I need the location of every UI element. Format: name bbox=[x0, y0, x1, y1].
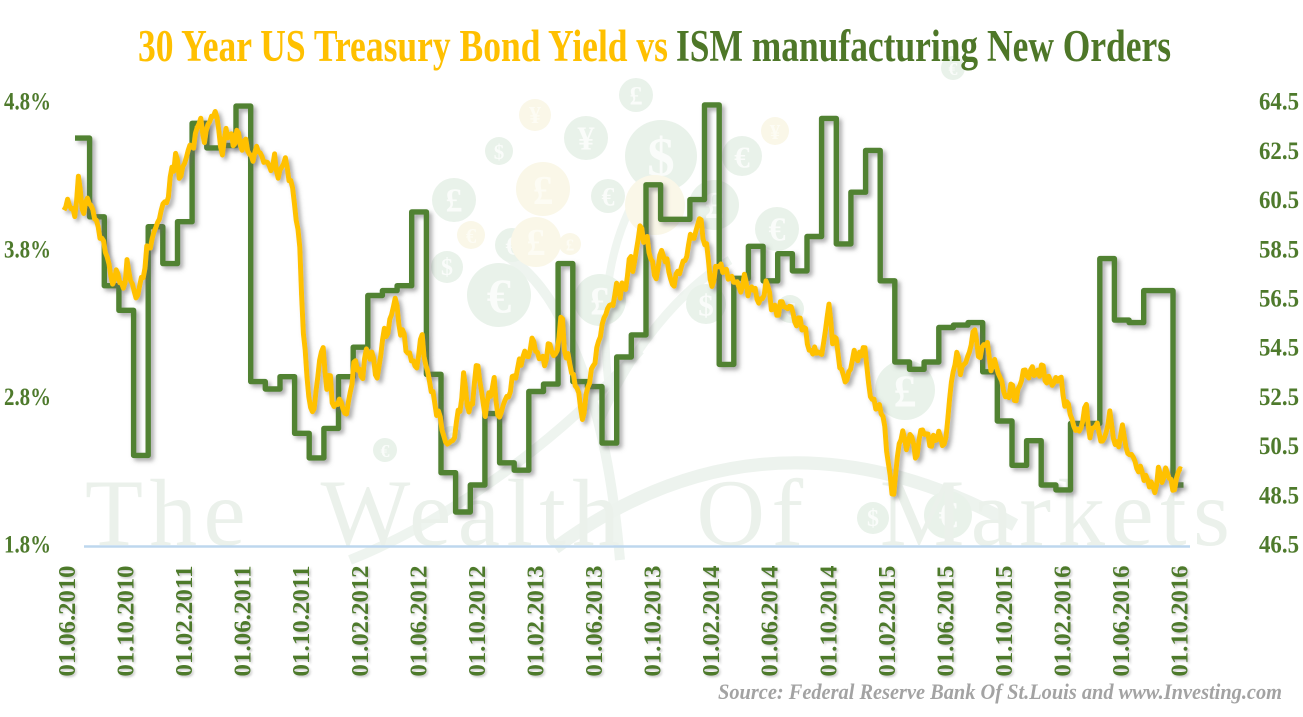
svg-text:€: € bbox=[949, 59, 958, 79]
svg-text:62.5: 62.5 bbox=[1259, 138, 1299, 165]
svg-text:01.10.2016: 01.10.2016 bbox=[1167, 566, 1194, 677]
svg-text:01.06.2011: 01.06.2011 bbox=[230, 566, 257, 677]
svg-text:3.8%: 3.8% bbox=[4, 236, 51, 263]
svg-text:¥: ¥ bbox=[578, 121, 595, 158]
svg-text:01.06.2014: 01.06.2014 bbox=[757, 566, 784, 677]
svg-text:€: € bbox=[487, 269, 512, 324]
svg-text:01.02.2012: 01.02.2012 bbox=[347, 566, 374, 677]
svg-text:01.06.2012: 01.06.2012 bbox=[405, 566, 432, 677]
svg-text:01.10.2015: 01.10.2015 bbox=[991, 566, 1018, 677]
svg-text:01.06.2010: 01.06.2010 bbox=[54, 566, 81, 677]
svg-text:58.5: 58.5 bbox=[1259, 236, 1299, 263]
svg-text:£: £ bbox=[447, 429, 455, 445]
svg-text:£: £ bbox=[527, 222, 546, 264]
svg-text:46.5: 46.5 bbox=[1259, 532, 1299, 559]
svg-text:$: $ bbox=[867, 506, 879, 532]
svg-text:€: € bbox=[381, 441, 390, 461]
svg-text:01.02.2013: 01.02.2013 bbox=[523, 566, 550, 677]
svg-text:01.02.2015: 01.02.2015 bbox=[874, 566, 901, 677]
svg-text:The Wealth Of Markets: The Wealth Of Markets bbox=[85, 460, 1230, 566]
svg-text:$: $ bbox=[698, 288, 714, 323]
svg-text:01.06.2015: 01.06.2015 bbox=[932, 566, 959, 677]
svg-text:£: £ bbox=[630, 82, 643, 111]
svg-text:01.10.2011: 01.10.2011 bbox=[288, 566, 315, 677]
svg-text:¥: ¥ bbox=[529, 103, 541, 129]
svg-text:54.5: 54.5 bbox=[1259, 335, 1299, 362]
svg-text:01.02.2011: 01.02.2011 bbox=[171, 566, 198, 677]
svg-text:01.02.2016: 01.02.2016 bbox=[1050, 566, 1077, 677]
svg-text:01.10.2014: 01.10.2014 bbox=[815, 566, 842, 677]
svg-text:€: € bbox=[602, 183, 615, 212]
svg-text:52.5: 52.5 bbox=[1259, 384, 1299, 411]
svg-text:€: € bbox=[734, 140, 750, 175]
svg-text:60.5: 60.5 bbox=[1259, 187, 1299, 214]
svg-text:01.06.2013: 01.06.2013 bbox=[581, 566, 608, 677]
svg-text:ISM manufacturing New Orders: ISM manufacturing New Orders bbox=[676, 21, 1171, 71]
svg-text:56.5: 56.5 bbox=[1259, 286, 1299, 313]
svg-text:01.10.2012: 01.10.2012 bbox=[464, 566, 491, 677]
svg-text:01.06.2016: 01.06.2016 bbox=[1108, 566, 1135, 677]
svg-text:€: € bbox=[769, 212, 786, 249]
svg-text:01.10.2010: 01.10.2010 bbox=[113, 566, 140, 677]
svg-text:€: € bbox=[466, 224, 477, 248]
svg-text:50.5: 50.5 bbox=[1259, 433, 1299, 460]
svg-text:4.8%: 4.8% bbox=[4, 89, 51, 116]
svg-text:£: £ bbox=[894, 366, 917, 417]
svg-text:01.02.2014: 01.02.2014 bbox=[698, 566, 725, 677]
svg-text:$: $ bbox=[441, 255, 453, 281]
svg-text:£: £ bbox=[533, 167, 554, 213]
svg-text:£: £ bbox=[566, 236, 575, 255]
svg-text:30 Year US Treasury Bond Yield: 30 Year US Treasury Bond Yield vs bbox=[138, 21, 668, 71]
svg-text:£: £ bbox=[446, 183, 463, 220]
svg-text:¥: ¥ bbox=[770, 120, 781, 144]
svg-text:01.10.2013: 01.10.2013 bbox=[640, 566, 667, 677]
svg-text:Source: Federal Reserve Bank O: Source: Federal Reserve Bank Of St.Louis… bbox=[718, 679, 1282, 704]
svg-text:2.8%: 2.8% bbox=[4, 384, 51, 411]
svg-text:$: $ bbox=[494, 140, 505, 164]
svg-text:1.8%: 1.8% bbox=[4, 532, 51, 559]
svg-text:64.5: 64.5 bbox=[1259, 89, 1299, 116]
svg-text:€: € bbox=[939, 496, 958, 537]
svg-text:48.5: 48.5 bbox=[1259, 482, 1299, 509]
